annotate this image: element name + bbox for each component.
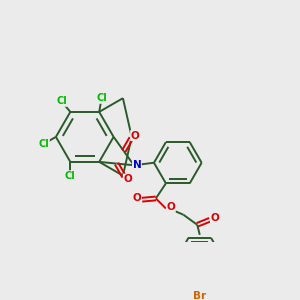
- Text: Cl: Cl: [56, 96, 67, 106]
- Text: Cl: Cl: [96, 93, 107, 103]
- Text: O: O: [124, 174, 132, 184]
- Text: Cl: Cl: [39, 139, 49, 149]
- Text: N: N: [133, 160, 141, 170]
- Text: Br: Br: [193, 291, 206, 300]
- Text: O: O: [132, 194, 141, 203]
- Text: Cl: Cl: [65, 171, 76, 181]
- Text: O: O: [210, 213, 219, 223]
- Text: O: O: [131, 130, 140, 140]
- Text: O: O: [167, 202, 175, 212]
